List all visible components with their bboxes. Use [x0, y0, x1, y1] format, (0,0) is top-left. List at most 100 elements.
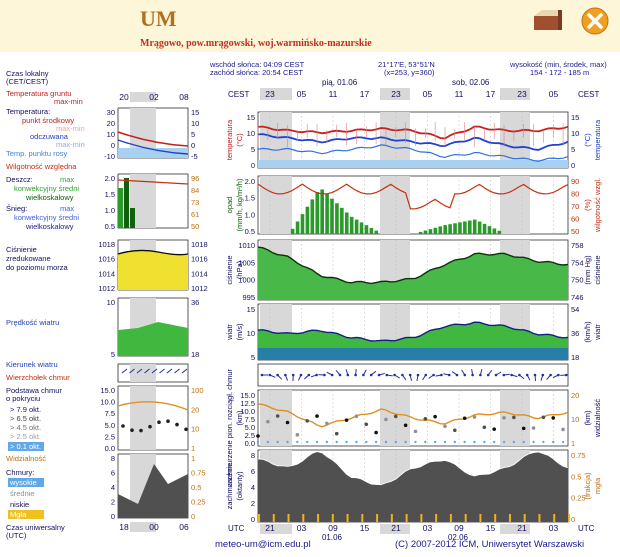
- local-hour-label: 11: [329, 89, 338, 99]
- rain-chart-night-1: [380, 176, 410, 234]
- rain-bar: [291, 229, 295, 234]
- cloud-base-low-dot: [513, 441, 515, 443]
- sm-tick-left: 10: [107, 298, 115, 307]
- temp-dew-band: [258, 160, 568, 168]
- sm-tick-right: 1016: [191, 255, 208, 264]
- rain-bar: [438, 226, 442, 234]
- dir-frame: [258, 364, 568, 386]
- fog-bar: [406, 514, 408, 522]
- rain-bar: [306, 207, 310, 234]
- fog-bar: [332, 514, 334, 522]
- cloud-base-low-dot: [434, 441, 436, 443]
- ylab-vis-unit: (km): [583, 410, 592, 425]
- legend-book-button[interactable]: [532, 6, 562, 36]
- sm-tick-right: 0.25: [191, 498, 206, 507]
- cb-tick-right: 1: [571, 439, 575, 448]
- cloud-tick-left: 2: [251, 499, 255, 508]
- rain-bar: [374, 231, 378, 234]
- temp-tick-left: 0: [251, 161, 255, 170]
- rain-bar: [325, 194, 329, 234]
- temp-chart-night-2: [500, 112, 530, 168]
- cloud-base-dot: [404, 423, 408, 427]
- cloud-base-low-dot: [473, 441, 475, 443]
- temp-tick-left: 15: [247, 113, 255, 122]
- sm-tick-right: 0.5: [191, 483, 201, 492]
- sm-night: [130, 386, 156, 450]
- cloud-base-low-dot: [414, 441, 416, 443]
- wind-dir-dot: [487, 374, 490, 377]
- wind-tick-right: 54: [571, 305, 579, 314]
- wind-dir-dot: [534, 374, 537, 377]
- cloud-base-low-dot: [483, 441, 485, 443]
- ylab-kmh: (km/h): [583, 321, 592, 343]
- wind-dir-dot: [401, 374, 404, 377]
- cest-label-right: CEST: [578, 90, 599, 99]
- ylab-mmhg: (mm Hg): [583, 255, 592, 285]
- sm-tick-right: 0: [191, 512, 195, 521]
- sm-tick-left: 5.0: [105, 421, 115, 430]
- utc-hour-label: 09: [454, 523, 464, 533]
- cloud-tick-right: 0: [571, 515, 575, 524]
- cloud-base-low-dot: [444, 441, 446, 443]
- close-button[interactable]: [580, 6, 610, 36]
- sm-cloud-base-dot: [121, 424, 125, 428]
- sm-tick-left: 30: [107, 108, 115, 117]
- sm-local-hour: 08: [179, 92, 189, 102]
- fog-bar: [258, 514, 260, 522]
- cb-chart-night-0: [260, 390, 292, 446]
- footer-email[interactable]: meteo-um@icm.edu.pl: [215, 539, 311, 550]
- rain-bar: [355, 220, 359, 234]
- cloud-base-low-dot: [375, 441, 377, 443]
- cloud-base-low-dot: [503, 441, 505, 443]
- sm-tick-right: 84: [191, 186, 199, 195]
- legend-rain-conv: konwekcyjny średni: [14, 184, 79, 193]
- rain-tick-right: 80: [571, 190, 579, 199]
- legend-snow-max: max: [60, 204, 74, 213]
- ylab-press: ciśnienie: [225, 255, 234, 284]
- cloud-base-dot: [522, 427, 526, 431]
- rain-bar: [301, 214, 305, 234]
- cloud-base-low-dot: [276, 441, 278, 443]
- fog-bar: [509, 514, 511, 522]
- temp-tick-right: 15: [571, 113, 579, 122]
- legend-rain: Deszcz:: [6, 175, 33, 184]
- local-hour-label: 05: [549, 89, 559, 99]
- legend-okt79: > 7.9 okt.: [10, 405, 41, 414]
- ylab-press-r: ciśnienie: [593, 255, 602, 284]
- rain-tick-right: 50: [571, 227, 579, 236]
- wind-dir-dot: [417, 374, 420, 377]
- rain-bar: [365, 225, 369, 234]
- cloud-base-low-dot: [267, 441, 269, 443]
- utc-hour-label: 21: [517, 523, 527, 533]
- ylab-rain-unit: (mm/h, kg/m²/h): [235, 178, 244, 231]
- wind-dir-dot: [471, 374, 474, 377]
- sm-tick-right: 1018: [191, 240, 208, 249]
- sm-rain-bar: [118, 188, 123, 228]
- legend-local-time-sub: (CET/CEST): [6, 77, 49, 86]
- wind-dir-dot: [503, 374, 506, 377]
- fog-bar: [465, 514, 467, 522]
- sm-tick-right: 18: [191, 350, 199, 359]
- day2-label: sob, 02.06: [452, 78, 490, 87]
- wind-dir-dot: [378, 374, 381, 377]
- sm-tick-left: 1014: [98, 269, 115, 278]
- fog-bar: [479, 514, 481, 522]
- cloud-base-low-dot: [345, 441, 347, 443]
- cest-label-left: CEST: [228, 90, 249, 99]
- rain-tick-left: 1.0: [245, 210, 255, 219]
- footer-copyright: (C) 2007-2012 ICM, Uniwersytet Warszawsk…: [395, 539, 584, 550]
- local-hour-label: 23: [517, 89, 527, 99]
- wind-dir-dot: [347, 374, 350, 377]
- rain-bar: [463, 221, 467, 234]
- cloud-base-low-dot: [385, 441, 387, 443]
- cloud-tick-right: 0.5: [571, 472, 581, 481]
- sm-tick-left: 1018: [98, 240, 115, 249]
- sm-tick-right: 100: [191, 386, 204, 395]
- temp-chart-night-0: [260, 112, 292, 168]
- utc-label-left: UTC: [228, 524, 245, 533]
- cloud-base-low-dot: [326, 441, 328, 443]
- sm-tick-right: 73: [191, 198, 199, 207]
- close-icon: [580, 6, 610, 36]
- sm-tick-left: 0: [111, 512, 115, 521]
- rain-tick-left: 0.5: [245, 227, 255, 236]
